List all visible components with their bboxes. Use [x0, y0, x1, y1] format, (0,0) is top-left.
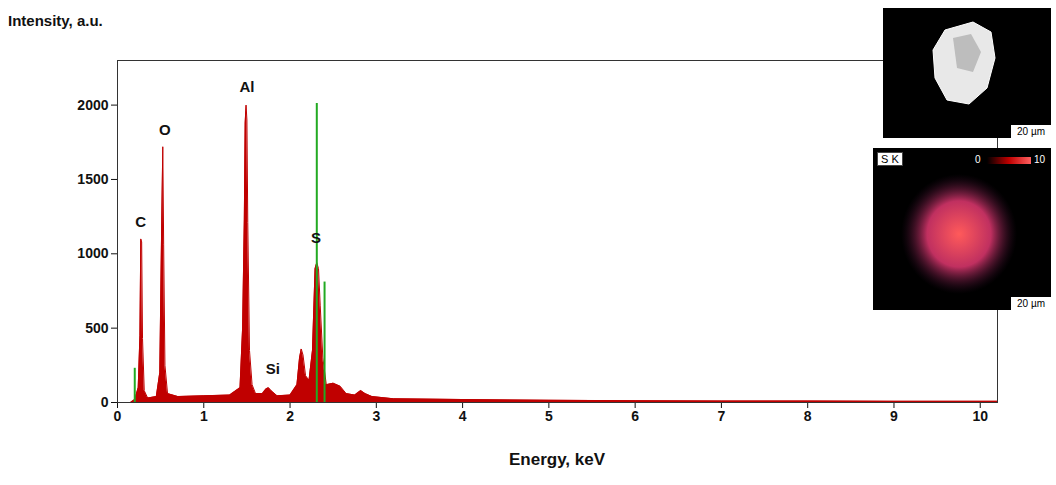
- svg-text:2: 2: [286, 408, 294, 424]
- svg-text:C: C: [135, 213, 146, 230]
- svg-text:10: 10: [972, 408, 988, 424]
- svg-text:Al: Al: [239, 78, 254, 95]
- svg-text:3: 3: [372, 408, 380, 424]
- html-text:20 µm: 20 µm: [1017, 298, 1045, 309]
- svg-text:4: 4: [459, 408, 467, 424]
- svg-text:2000: 2000: [77, 97, 108, 113]
- html-text:20 µm: 20 µm: [1017, 126, 1045, 137]
- svg-text:0: 0: [114, 408, 122, 424]
- svg-text:9: 9: [890, 408, 898, 424]
- svg-text:1000: 1000: [77, 245, 108, 261]
- svg-text:5: 5: [545, 408, 553, 424]
- svg-text:6: 6: [631, 408, 639, 424]
- svg-text:1500: 1500: [77, 171, 108, 187]
- svg-text:Si: Si: [266, 360, 280, 377]
- html-text:Energy, keV: Energy, keV: [509, 450, 605, 469]
- html-text:10: 10: [1033, 154, 1045, 165]
- svg-text:7: 7: [718, 408, 726, 424]
- html-text:Intensity, a.u.: Intensity, a.u.: [8, 12, 103, 29]
- html-text:0: 0: [975, 154, 981, 165]
- svg-text:500: 500: [85, 320, 109, 336]
- html-text:S K: S K: [881, 153, 899, 165]
- svg-text:S: S: [311, 229, 321, 246]
- svg-text:0: 0: [101, 394, 109, 410]
- svg-text:O: O: [159, 121, 171, 138]
- svg-text:8: 8: [804, 408, 812, 424]
- svg-text:1: 1: [200, 408, 208, 424]
